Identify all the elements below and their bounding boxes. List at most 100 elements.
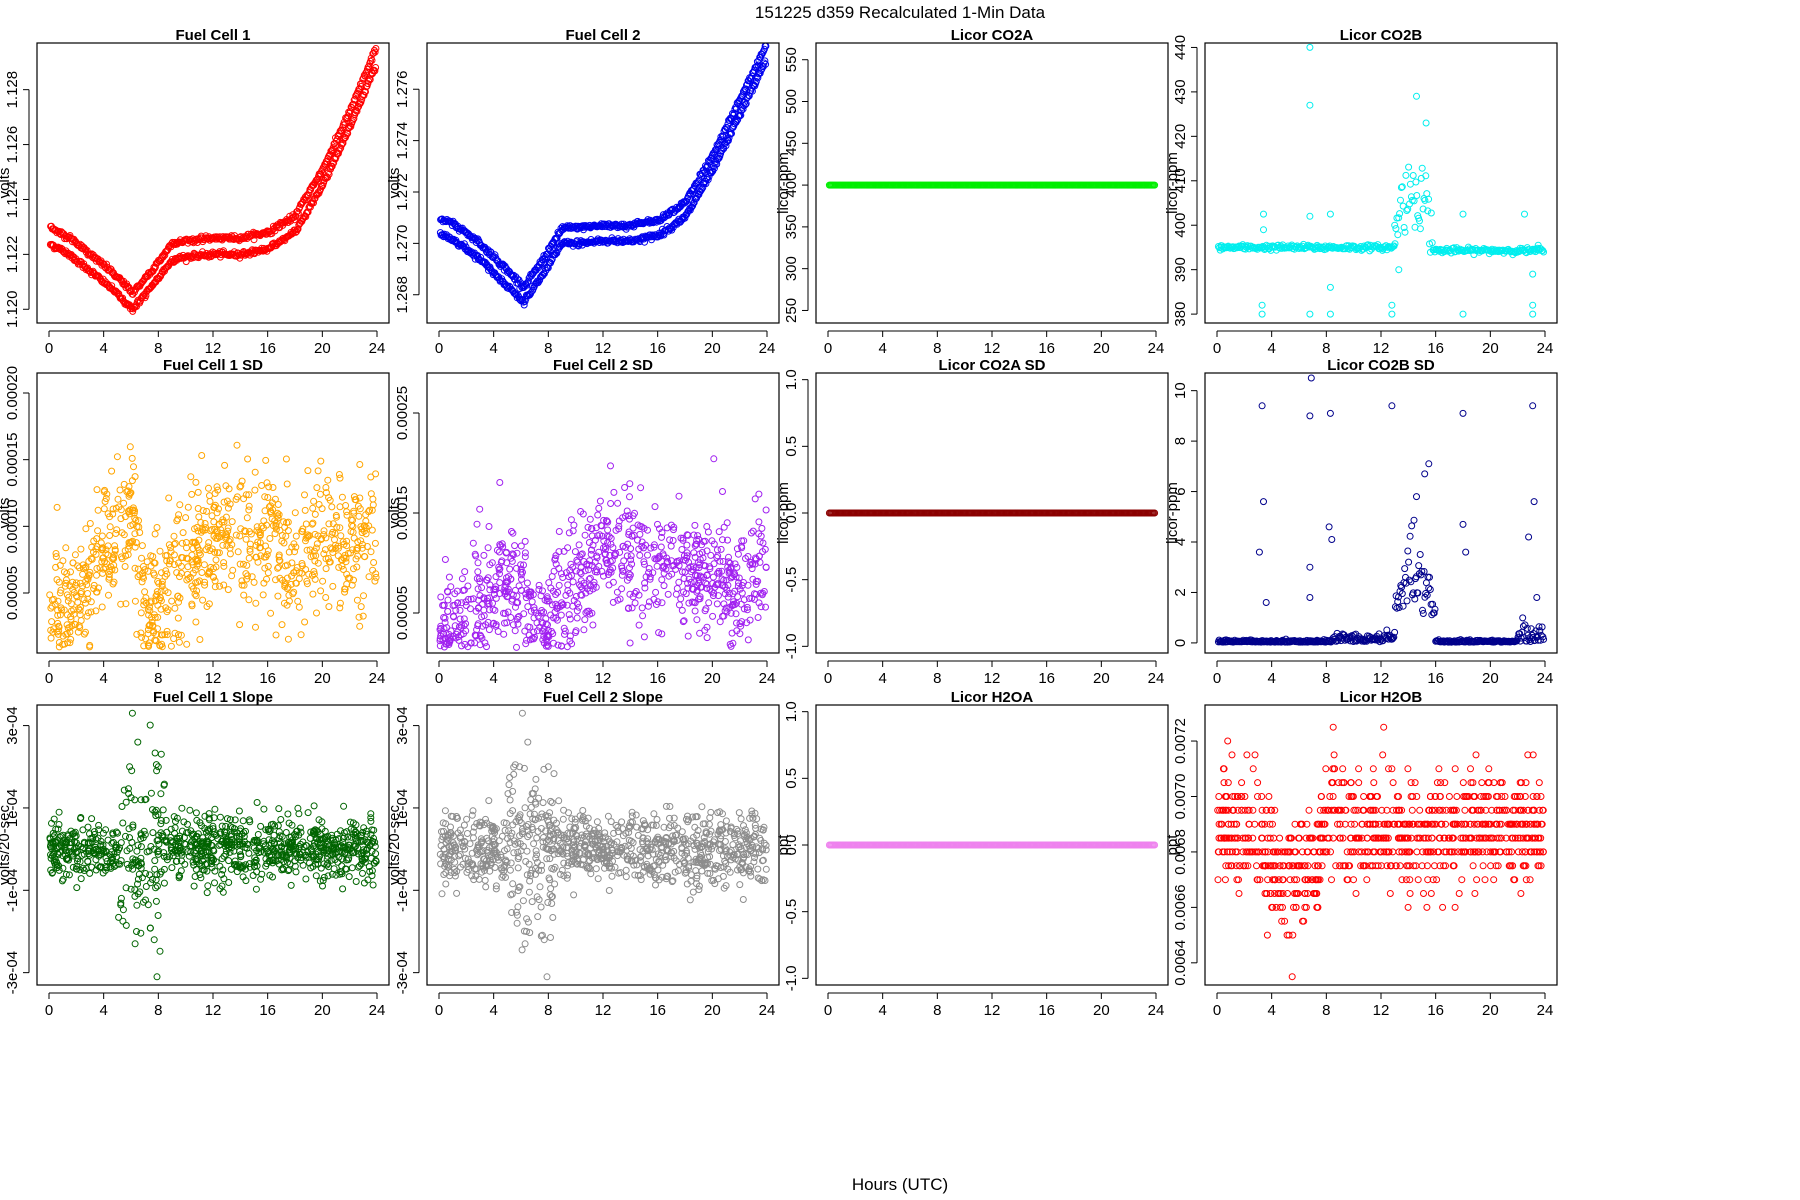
data-point xyxy=(290,216,298,224)
data-point xyxy=(317,457,325,465)
data-point xyxy=(621,484,629,491)
x-tick-label: 4 xyxy=(878,340,886,357)
data-point xyxy=(474,585,482,593)
data-point xyxy=(713,600,721,608)
data-point xyxy=(324,476,332,484)
data-point xyxy=(245,554,253,562)
data-point xyxy=(203,252,211,260)
data-point xyxy=(761,57,769,65)
data-point xyxy=(1403,207,1411,214)
data-point xyxy=(474,559,482,567)
data-point xyxy=(496,579,504,587)
data-point xyxy=(1388,310,1396,318)
data-point xyxy=(1417,174,1425,182)
data-point xyxy=(310,497,318,505)
y-axis-label: licor-ppm xyxy=(1164,152,1181,214)
data-point xyxy=(94,527,102,535)
data-point xyxy=(760,45,768,53)
data-point xyxy=(338,140,346,148)
data-point xyxy=(1416,225,1424,233)
data-point xyxy=(319,164,327,172)
data-point xyxy=(109,580,117,588)
x-tick-label: 4 xyxy=(489,670,497,687)
x-tick-label: 12 xyxy=(984,670,1001,687)
data-point xyxy=(53,503,61,511)
data-point xyxy=(1426,586,1434,593)
data-point xyxy=(226,550,234,558)
data-point xyxy=(1306,212,1314,220)
x-tick-label: 0 xyxy=(824,670,832,687)
data-point xyxy=(718,132,726,140)
data-point xyxy=(1399,602,1407,610)
data-point xyxy=(264,562,272,570)
data-point xyxy=(1529,270,1537,278)
data-point xyxy=(360,91,368,99)
data-point xyxy=(724,137,732,145)
x-tick-label: 24 xyxy=(1537,340,1554,357)
data-point xyxy=(511,542,519,550)
x-tick-label: 12 xyxy=(1373,340,1390,357)
data-point xyxy=(93,571,100,579)
data-point xyxy=(228,518,236,526)
data-point xyxy=(1394,231,1402,239)
data-point xyxy=(71,551,79,559)
plot-frame xyxy=(426,42,780,324)
data-point xyxy=(715,528,723,536)
data-point xyxy=(83,612,91,620)
data-point xyxy=(171,629,179,637)
data-point xyxy=(464,582,472,590)
data-point xyxy=(153,524,161,531)
data-point xyxy=(362,83,370,91)
data-point xyxy=(1418,164,1426,172)
data-point xyxy=(737,111,745,119)
data-point xyxy=(328,162,336,170)
data-point xyxy=(133,630,141,638)
data-point xyxy=(62,544,70,552)
data-point xyxy=(313,540,321,548)
data-point xyxy=(188,490,196,498)
data-point xyxy=(326,150,334,158)
data-points xyxy=(46,45,380,315)
data-point xyxy=(228,572,236,580)
data-point xyxy=(524,603,532,611)
data-point xyxy=(480,551,488,559)
data-point xyxy=(713,546,721,554)
data-point xyxy=(220,581,228,589)
data-point xyxy=(684,632,692,640)
data-point xyxy=(355,613,363,621)
data-point xyxy=(316,490,324,498)
data-point xyxy=(187,473,195,481)
data-point xyxy=(664,590,672,598)
data-point xyxy=(311,510,319,518)
data-point xyxy=(208,512,216,520)
data-point xyxy=(636,530,644,538)
y-tick-label: 0.00025 xyxy=(394,386,411,440)
data-point xyxy=(302,566,310,573)
data-point xyxy=(627,556,635,564)
data-point xyxy=(119,294,127,302)
data-point xyxy=(313,609,320,617)
data-point xyxy=(283,480,291,488)
y-tick-label: 390 xyxy=(1172,257,1189,282)
data-point xyxy=(634,521,642,529)
data-point xyxy=(251,486,259,494)
data-point xyxy=(524,277,532,285)
x-tick-label: 20 xyxy=(314,340,331,357)
data-point xyxy=(757,67,765,74)
x-tick-label: 0 xyxy=(45,670,53,687)
data-point xyxy=(261,564,269,572)
data-point xyxy=(563,643,571,651)
y-tick-label: 250 xyxy=(783,298,800,323)
data-point xyxy=(723,138,731,146)
data-point xyxy=(328,503,336,511)
data-point xyxy=(114,495,122,503)
data-point xyxy=(523,579,531,587)
data-point xyxy=(232,531,240,539)
data-point xyxy=(106,523,114,531)
data-point xyxy=(47,634,55,642)
data-point xyxy=(520,610,528,618)
x-tick-label: 24 xyxy=(759,670,776,687)
data-point xyxy=(131,530,139,538)
data-point xyxy=(595,504,603,512)
